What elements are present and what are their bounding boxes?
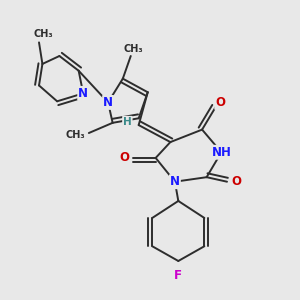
Text: NH: NH [212,146,231,159]
Text: CH₃: CH₃ [123,44,143,54]
Text: O: O [231,175,241,188]
Text: N: N [170,175,180,188]
Text: CH₃: CH₃ [34,29,53,40]
Text: N: N [78,87,88,100]
Text: N: N [103,96,113,109]
Text: O: O [215,96,225,109]
Text: O: O [119,152,129,164]
Text: CH₃: CH₃ [65,130,85,140]
Text: H: H [123,117,132,127]
Text: F: F [174,269,182,282]
